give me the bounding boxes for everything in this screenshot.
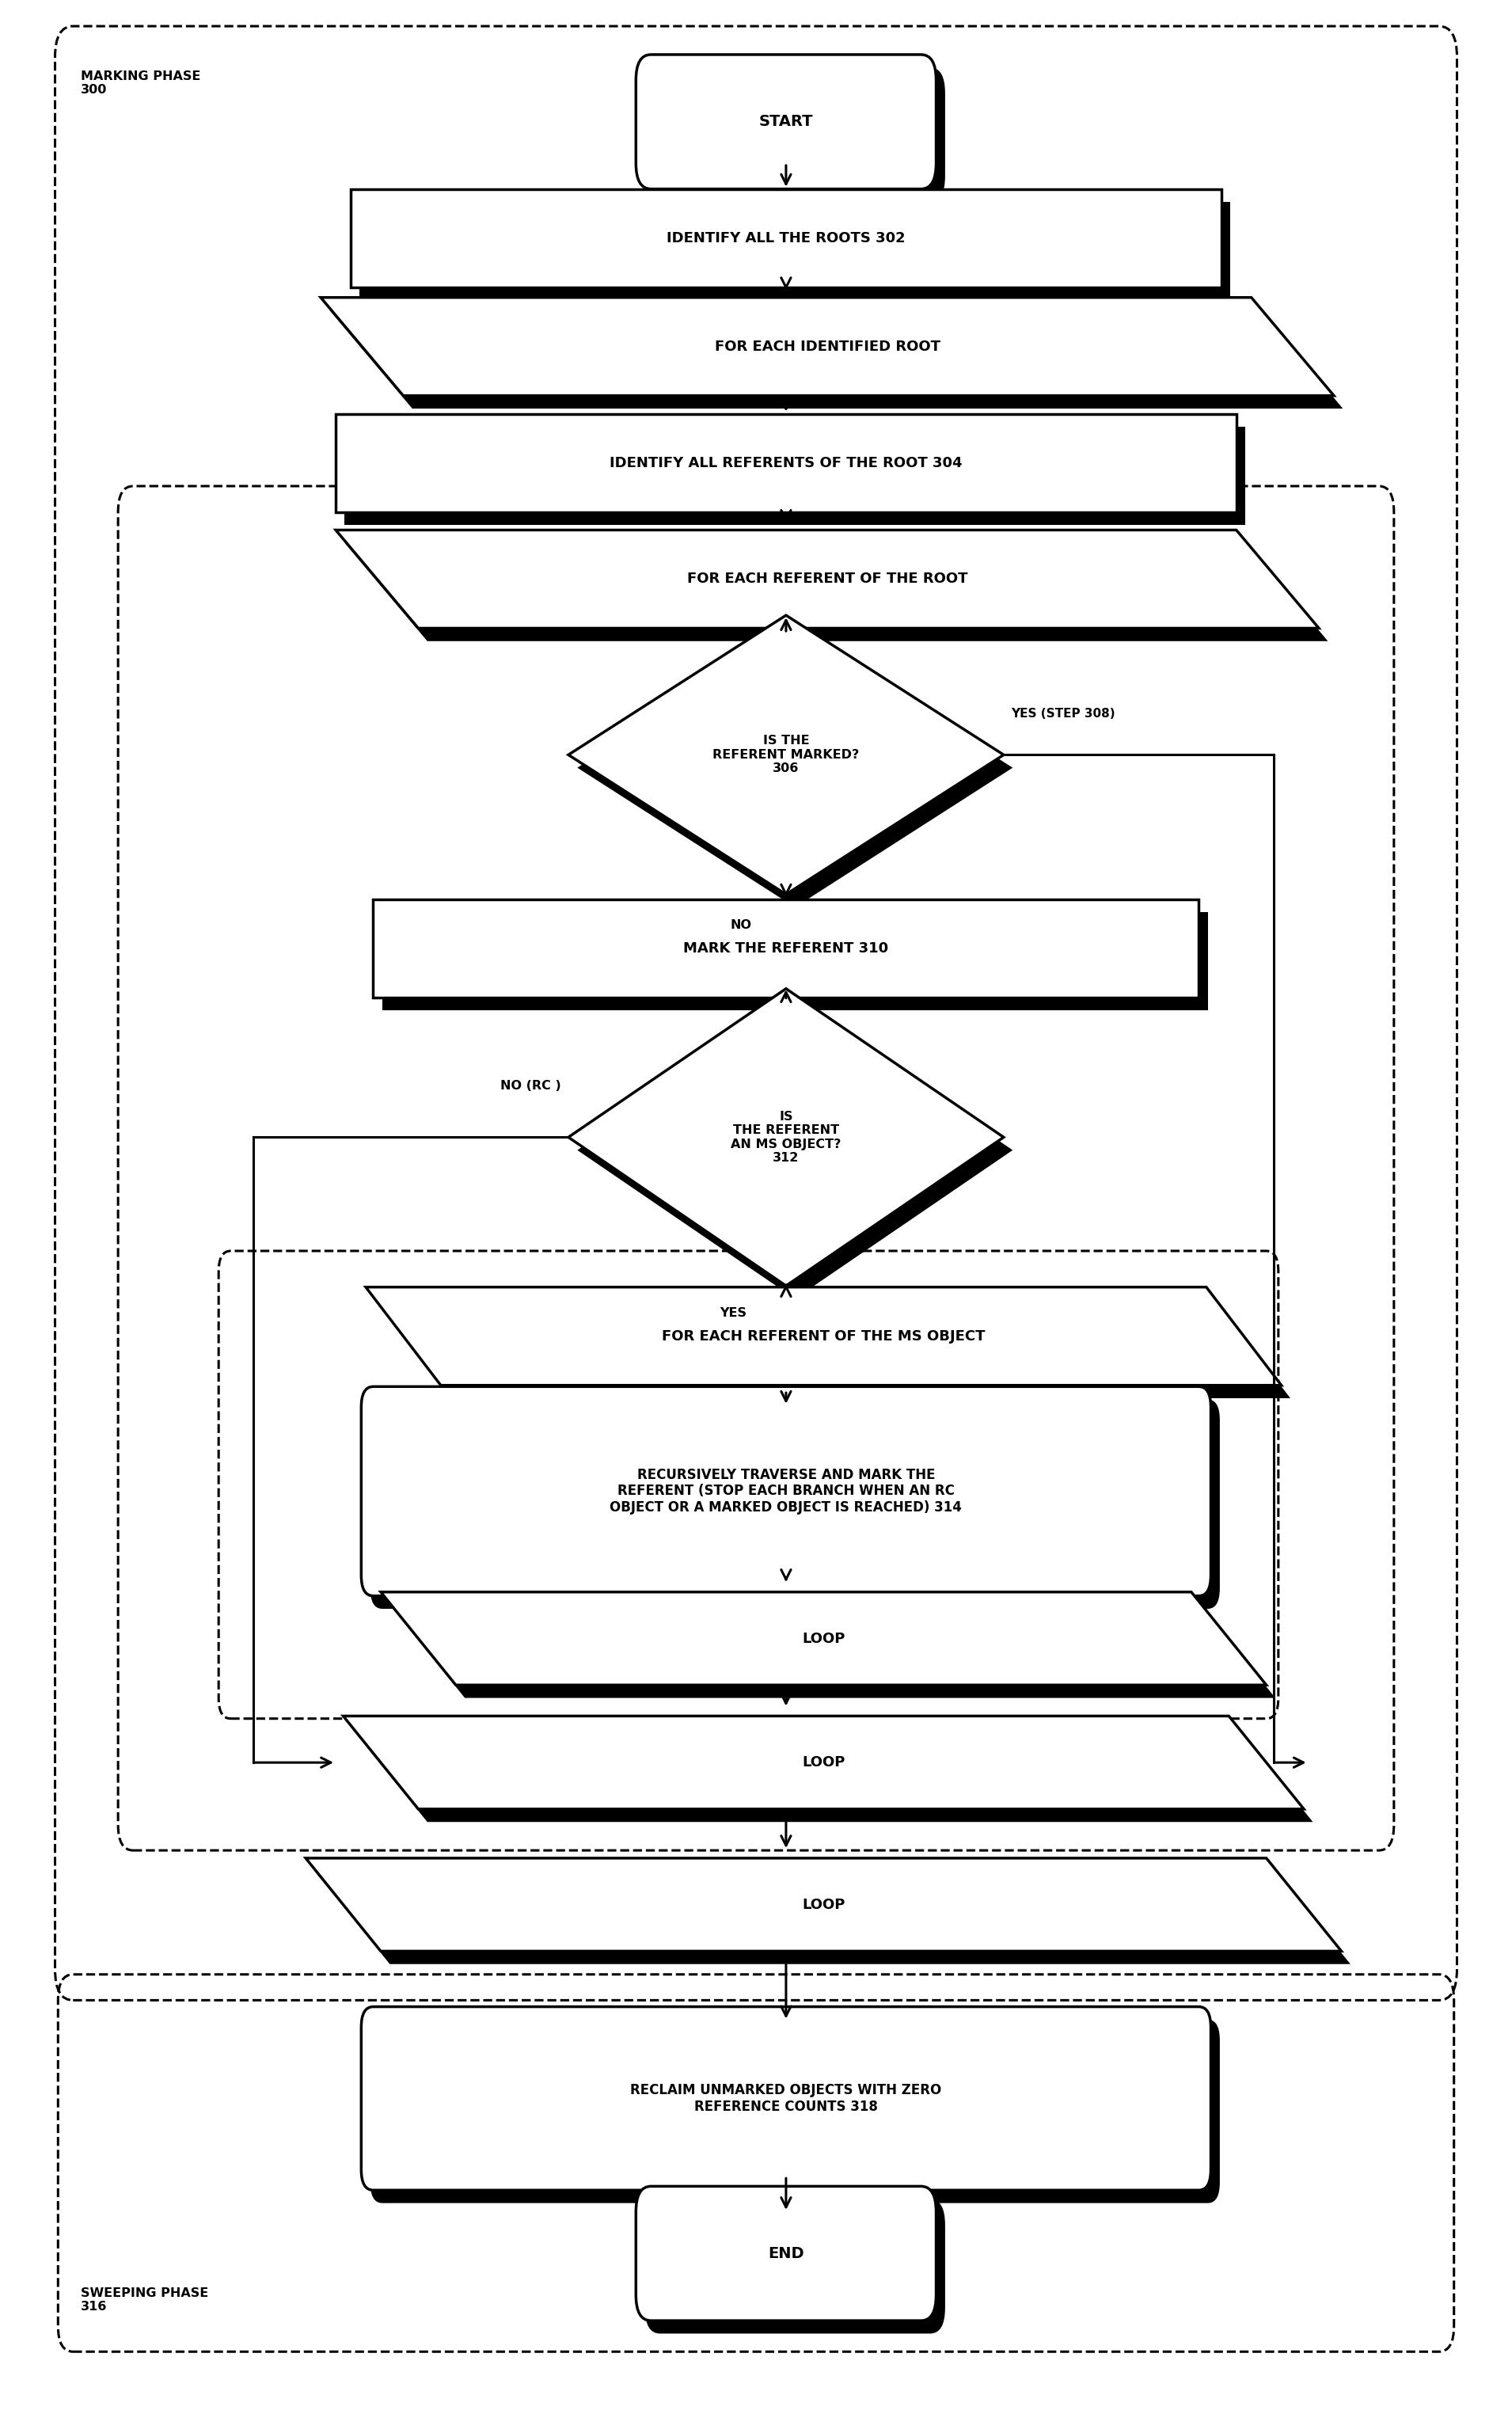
Text: FOR EACH IDENTIFIED ROOT: FOR EACH IDENTIFIED ROOT xyxy=(715,340,940,355)
Bar xyxy=(360,203,1231,299)
Text: IS
THE REFERENT
AN MS OBJECT?
312: IS THE REFERENT AN MS OBJECT? 312 xyxy=(730,1110,841,1164)
Polygon shape xyxy=(569,616,1004,893)
Text: NO: NO xyxy=(730,920,751,932)
FancyBboxPatch shape xyxy=(370,2021,1220,2204)
Polygon shape xyxy=(305,1859,1341,1951)
Text: LOOP: LOOP xyxy=(801,1632,845,1646)
Text: FOR EACH REFERENT OF THE ROOT: FOR EACH REFERENT OF THE ROOT xyxy=(686,572,968,587)
Text: YES (STEP 308): YES (STEP 308) xyxy=(1012,707,1116,719)
FancyBboxPatch shape xyxy=(646,2199,945,2334)
Polygon shape xyxy=(381,1591,1267,1685)
Text: RECURSIVELY TRAVERSE AND MARK THE
REFERENT (STOP EACH BRANCH WHEN AN RC
OBJECT O: RECURSIVELY TRAVERSE AND MARK THE REFERE… xyxy=(609,1468,962,1516)
FancyBboxPatch shape xyxy=(646,68,945,203)
Polygon shape xyxy=(569,990,1004,1287)
Polygon shape xyxy=(330,311,1343,408)
Text: SWEEPING PHASE
316: SWEEPING PHASE 316 xyxy=(80,2286,209,2313)
Polygon shape xyxy=(375,1301,1290,1398)
FancyBboxPatch shape xyxy=(637,56,936,188)
Text: MARKING PHASE
300: MARKING PHASE 300 xyxy=(80,70,201,97)
Text: MARK THE REFERENT 310: MARK THE REFERENT 310 xyxy=(683,941,889,956)
Polygon shape xyxy=(578,628,1013,908)
FancyBboxPatch shape xyxy=(637,2187,936,2320)
Text: LOOP: LOOP xyxy=(801,1897,845,1912)
Text: END: END xyxy=(768,2245,804,2262)
Polygon shape xyxy=(343,1716,1303,1808)
Text: FOR EACH REFERENT OF THE MS OBJECT: FOR EACH REFERENT OF THE MS OBJECT xyxy=(662,1330,986,1342)
Bar xyxy=(345,427,1246,524)
Polygon shape xyxy=(314,1871,1350,1965)
Text: NO (RC ): NO (RC ) xyxy=(500,1079,561,1091)
Polygon shape xyxy=(321,297,1334,396)
Text: IDENTIFY ALL REFERENTS OF THE ROOT 304: IDENTIFY ALL REFERENTS OF THE ROOT 304 xyxy=(609,456,962,471)
Text: IDENTIFY ALL THE ROOTS 302: IDENTIFY ALL THE ROOTS 302 xyxy=(667,232,906,246)
Bar xyxy=(351,188,1222,287)
FancyBboxPatch shape xyxy=(361,1386,1211,1596)
Polygon shape xyxy=(390,1605,1275,1697)
Polygon shape xyxy=(366,1287,1281,1386)
Polygon shape xyxy=(336,531,1318,628)
Bar xyxy=(336,413,1237,512)
FancyBboxPatch shape xyxy=(361,2006,1211,2189)
Bar xyxy=(383,912,1208,1011)
Text: LOOP: LOOP xyxy=(801,1755,845,1769)
Text: IS THE
REFERENT MARKED?
306: IS THE REFERENT MARKED? 306 xyxy=(712,736,859,775)
Polygon shape xyxy=(578,1002,1013,1299)
Polygon shape xyxy=(352,1728,1312,1823)
Text: RECLAIM UNMARKED OBJECTS WITH ZERO
REFERENCE COUNTS 318: RECLAIM UNMARKED OBJECTS WITH ZERO REFER… xyxy=(631,2083,942,2115)
Text: YES: YES xyxy=(720,1306,747,1318)
Bar xyxy=(373,900,1199,997)
FancyBboxPatch shape xyxy=(370,1400,1220,1608)
Text: START: START xyxy=(759,113,813,130)
Polygon shape xyxy=(345,543,1328,642)
